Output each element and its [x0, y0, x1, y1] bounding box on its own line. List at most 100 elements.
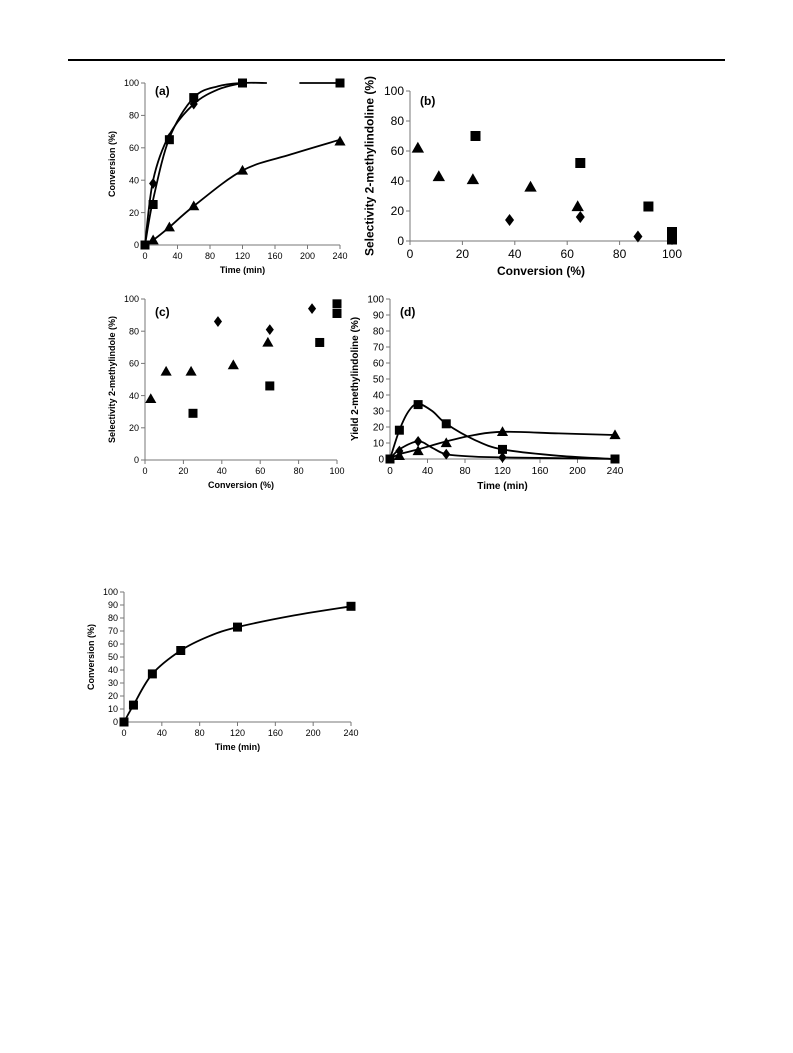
square-marker — [470, 131, 481, 141]
x-tick-label: 0 — [142, 466, 147, 476]
x-tick-label: 0 — [142, 251, 147, 261]
diamond-marker — [505, 214, 515, 226]
y-tick-label: 100 — [124, 78, 139, 88]
square-marker — [643, 201, 654, 212]
triangle-marker — [496, 426, 509, 436]
y-tick-label: 100 — [367, 295, 384, 306]
x-tick-label: 240 — [332, 251, 347, 261]
y-tick-label: 20 — [391, 204, 405, 218]
y-axis-label: Conversion (%) — [107, 131, 117, 197]
diamond-marker — [149, 178, 158, 189]
square-marker — [315, 337, 325, 347]
x-tick-label: 160 — [532, 466, 549, 477]
square-marker — [610, 454, 620, 464]
triangle-marker — [227, 359, 239, 370]
series-curve-square — [144, 81, 267, 246]
series-curve-triangle — [144, 138, 341, 246]
y-tick-label: 10 — [373, 439, 385, 450]
x-axis-label: Time (min) — [215, 742, 260, 752]
x-tick-label: 40 — [422, 466, 434, 477]
x-tick-label: 20 — [178, 466, 188, 476]
square-marker — [394, 425, 404, 435]
diamond-marker — [414, 436, 423, 447]
square-marker — [413, 400, 423, 410]
triangle-marker — [524, 180, 537, 192]
x-tick-label: 120 — [230, 728, 245, 738]
triangle-marker — [185, 365, 197, 376]
x-tick-label: 120 — [494, 466, 511, 477]
y-tick-label: 80 — [108, 613, 118, 623]
square-marker — [667, 234, 677, 245]
x-tick-label: 200 — [569, 466, 586, 477]
x-tick-label: 200 — [306, 728, 321, 738]
x-tick-label: 0 — [387, 466, 393, 477]
diamond-marker — [575, 211, 585, 223]
square-marker — [147, 669, 157, 679]
x-tick-label: 80 — [195, 728, 205, 738]
y-tick-label: 0 — [134, 455, 139, 465]
chart-d-yield-methylindoline: 0 10 20 30 40 50 60 70 80 90 100 0 40 80 120 160 200 240 T… — [350, 295, 624, 493]
x-tick-label: 240 — [607, 466, 624, 477]
diamond-marker — [442, 448, 451, 460]
triangle-marker — [160, 365, 172, 376]
y-tick-label: 80 — [373, 327, 385, 338]
triangle-marker — [163, 221, 175, 232]
y-tick-label: 50 — [373, 375, 385, 386]
diamond-marker — [265, 324, 274, 335]
panel-label: (c) — [155, 305, 170, 319]
square-marker — [119, 717, 129, 727]
y-tick-label: 20 — [129, 208, 139, 218]
x-tick-label: 20 — [456, 247, 470, 261]
x-axis-label: Time (min) — [220, 265, 265, 275]
y-tick-label: 80 — [391, 114, 405, 128]
triangle-marker — [334, 135, 346, 146]
chart-a-conversion-vs-time: 0 20 40 60 80 100 0 40 80 120 160 200 240 Time (min) C… — [107, 78, 347, 275]
square-marker — [189, 93, 199, 103]
x-tick-label: 160 — [268, 728, 283, 738]
x-tick-label: 100 — [329, 466, 344, 476]
x-tick-label: 160 — [267, 251, 282, 261]
y-tick-label: 100 — [124, 294, 139, 304]
series-curve-diamond — [144, 82, 243, 246]
x-axis-label: Time (min) — [477, 481, 527, 492]
square-marker — [128, 700, 138, 710]
y-tick-label: 0 — [113, 717, 118, 727]
square-marker — [385, 454, 395, 464]
triangle-marker — [147, 234, 159, 245]
triangle-marker — [188, 200, 200, 211]
x-tick-label: 80 — [613, 247, 627, 261]
triangle-marker — [440, 437, 452, 448]
square-marker — [188, 408, 198, 418]
y-tick-label: 30 — [108, 678, 118, 688]
chart-e-conversion-vs-time: 0 10 20 30 40 50 60 70 80 90 100 0 40 80 120 160 200 240 T… — [86, 587, 358, 752]
triangle-marker — [145, 393, 157, 404]
y-axis-label: Selectivity 2-methylindole (%) — [107, 316, 117, 443]
y-tick-label: 10 — [108, 704, 118, 714]
y-tick-label: 0 — [397, 234, 404, 248]
y-tick-label: 100 — [384, 84, 404, 98]
y-tick-label: 20 — [108, 691, 118, 701]
y-tick-label: 50 — [108, 652, 118, 662]
y-tick-label: 20 — [129, 423, 139, 433]
y-axis-label: Yield 2-methylindoline (%) — [350, 317, 361, 441]
y-axis-label: Conversion (%) — [86, 624, 96, 690]
diamond-marker — [165, 132, 174, 144]
y-tick-label: 70 — [108, 626, 118, 636]
x-tick-label: 80 — [459, 466, 471, 477]
x-tick-label: 80 — [294, 466, 304, 476]
triangle-marker — [236, 164, 249, 175]
triangle-marker — [571, 200, 584, 212]
x-tick-label: 0 — [407, 247, 414, 261]
y-tick-label: 80 — [129, 111, 139, 121]
y-tick-label: 70 — [373, 343, 385, 354]
x-tick-label: 240 — [343, 728, 358, 738]
y-tick-label: 60 — [391, 144, 405, 158]
y-tick-label: 60 — [129, 359, 139, 369]
x-tick-label: 100 — [662, 247, 682, 261]
y-tick-label: 0 — [134, 240, 139, 250]
top-rule — [68, 59, 725, 61]
square-marker — [575, 158, 586, 168]
y-tick-label: 40 — [108, 665, 118, 675]
y-tick-label: 60 — [373, 359, 385, 370]
x-tick-label: 200 — [300, 251, 315, 261]
